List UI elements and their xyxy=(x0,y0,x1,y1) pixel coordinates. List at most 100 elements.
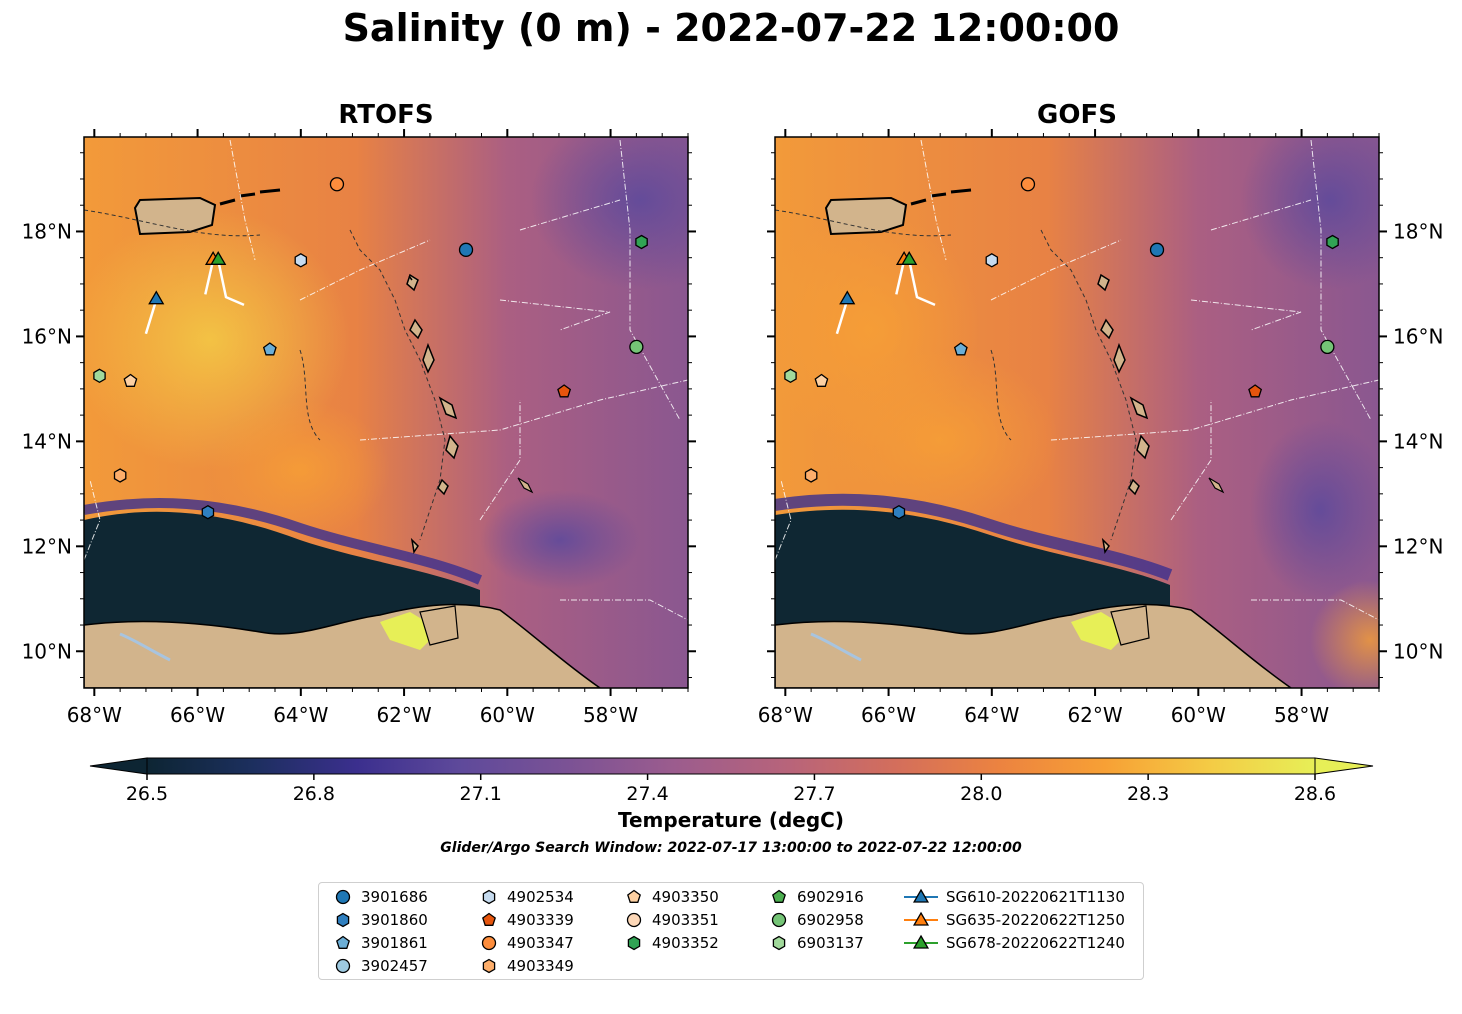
south-america-land xyxy=(84,603,602,688)
legend-label: SG678-20220622T1240 xyxy=(946,934,1125,952)
legend-shape xyxy=(336,912,350,928)
bathymetry-contour-1000 xyxy=(349,229,446,541)
glider-track xyxy=(895,260,906,295)
legend-shape xyxy=(627,889,641,903)
lon-tick-label: 60°W xyxy=(1171,703,1226,727)
legend-shape xyxy=(482,912,496,926)
puerto-rico-island xyxy=(133,196,217,236)
float-marker xyxy=(329,177,345,192)
legend-item: 4903349 xyxy=(479,955,574,977)
panel-title-rtofs: RTOFS xyxy=(338,100,434,130)
legend-shape xyxy=(335,958,351,974)
colorbar-tick-label: 28.3 xyxy=(1127,783,1169,805)
legend-shape xyxy=(335,889,351,905)
float-marker xyxy=(635,234,648,250)
high-value-eddy xyxy=(210,400,390,540)
lon-tick-label: 60°W xyxy=(480,703,535,727)
panel-title-gofs: GOFS xyxy=(1037,100,1117,130)
legend-item: SG678-20220622T1240 xyxy=(904,932,1125,954)
eez-boundaries xyxy=(775,139,1379,621)
low-value-eddy xyxy=(530,137,688,290)
legend-label: 3902457 xyxy=(361,957,428,975)
legend-label: 6902916 xyxy=(797,888,864,906)
legend-marker-icon xyxy=(772,889,786,903)
float-marker xyxy=(458,242,474,257)
glider-marker xyxy=(148,290,165,305)
legend-label: SG610-20220621T1130 xyxy=(946,888,1125,906)
legend-shape xyxy=(626,912,642,928)
lon-tick-label: 68°W xyxy=(67,703,122,727)
bathymetry-contour-1000 xyxy=(1040,229,1137,541)
lat-tick-label: 14°N xyxy=(1393,429,1443,453)
legend-item: 6902958 xyxy=(769,909,864,931)
float-marker xyxy=(814,373,829,387)
bathymetry-contour-100 xyxy=(775,209,1012,441)
legend-triangle xyxy=(912,911,930,926)
legend-marker-icon xyxy=(481,935,497,951)
lon-tick-label: 58°W xyxy=(583,703,638,727)
float-marker xyxy=(123,373,138,387)
legend-item: 3901860 xyxy=(333,909,428,931)
lon-tick-label: 64°W xyxy=(273,703,328,727)
float-marker xyxy=(784,368,797,384)
colorbar-tick-label: 26.5 xyxy=(126,783,168,805)
legend-shape xyxy=(481,935,497,951)
lat-tick-label: 14°N xyxy=(22,429,72,453)
axis-ticks: 68°W 66°W 64°W 62°W 60°W 58°W 18°N 16°N 14°N 12°N… xyxy=(758,129,1443,727)
colorbar-ticks: 26.5 26.8 27.1 27.4 27.7 28.0 28.3 28.6 xyxy=(126,774,1336,805)
legend-item: 6902916 xyxy=(769,886,864,908)
legend-marker-icon xyxy=(771,912,787,928)
float-marker xyxy=(953,342,968,356)
glider-track xyxy=(907,260,936,307)
colorbar-tick-label: 27.1 xyxy=(460,783,502,805)
glider-track xyxy=(835,299,849,335)
low-value-eddy xyxy=(1240,137,1379,290)
colorbar-tick-label: 27.7 xyxy=(793,783,835,805)
legend-item: 4903347 xyxy=(479,932,574,954)
gofs-map-panel: 68°W 66°W 64°W 62°W 60°W 58°W 18°N 16°N 14°N 12°N… xyxy=(758,129,1443,727)
glider-track xyxy=(204,260,215,295)
barbados-island xyxy=(1208,477,1225,494)
figure-title: Salinity (0 m) - 2022-07-22 12:00:00 xyxy=(342,6,1120,50)
float-marker xyxy=(557,384,572,398)
river xyxy=(810,632,862,662)
trinidad-island xyxy=(1110,605,1150,646)
lat-tick-label: 10°N xyxy=(22,639,72,663)
glider-track xyxy=(144,299,158,335)
barbados-island xyxy=(517,477,534,494)
colorbar-tick-label: 27.4 xyxy=(626,783,668,805)
float-markers xyxy=(93,177,648,520)
legend-shape xyxy=(482,958,496,974)
float-marker xyxy=(1149,242,1165,257)
legend-label: 6903137 xyxy=(797,934,864,952)
float-marker xyxy=(985,253,999,268)
glider-marker xyxy=(901,251,918,265)
float-marker xyxy=(201,504,215,520)
river xyxy=(119,632,171,662)
lat-tick-label: 18°N xyxy=(22,219,72,243)
float-marker xyxy=(294,253,308,268)
lon-tick-label: 66°W xyxy=(170,703,225,727)
high-value-eddy xyxy=(820,350,1060,530)
lon-tick-label: 68°W xyxy=(758,703,813,727)
float-marker xyxy=(629,339,644,355)
colorbar-bar xyxy=(146,757,1316,775)
eez-boundaries xyxy=(84,139,688,621)
map-frame xyxy=(83,136,689,689)
colorbar-tick-label: 26.8 xyxy=(293,783,335,805)
float-marker xyxy=(1326,234,1339,250)
float-marker xyxy=(1320,339,1335,355)
legend-item: 3902457 xyxy=(333,955,428,977)
lon-tick-label: 62°W xyxy=(1067,703,1122,727)
map-frame xyxy=(774,136,1380,689)
legend-label: SG635-20220622T1250 xyxy=(946,911,1125,929)
legend-label: 4903350 xyxy=(652,888,719,906)
legend-label: 4903351 xyxy=(652,911,719,929)
legend-label: 4903349 xyxy=(507,957,574,975)
legend-marker-icon xyxy=(482,958,496,974)
plume-front xyxy=(775,493,1173,581)
legend-marker-icon xyxy=(904,934,938,949)
legend-label: 4902534 xyxy=(507,888,574,906)
lat-tick-label: 12°N xyxy=(1393,534,1443,558)
